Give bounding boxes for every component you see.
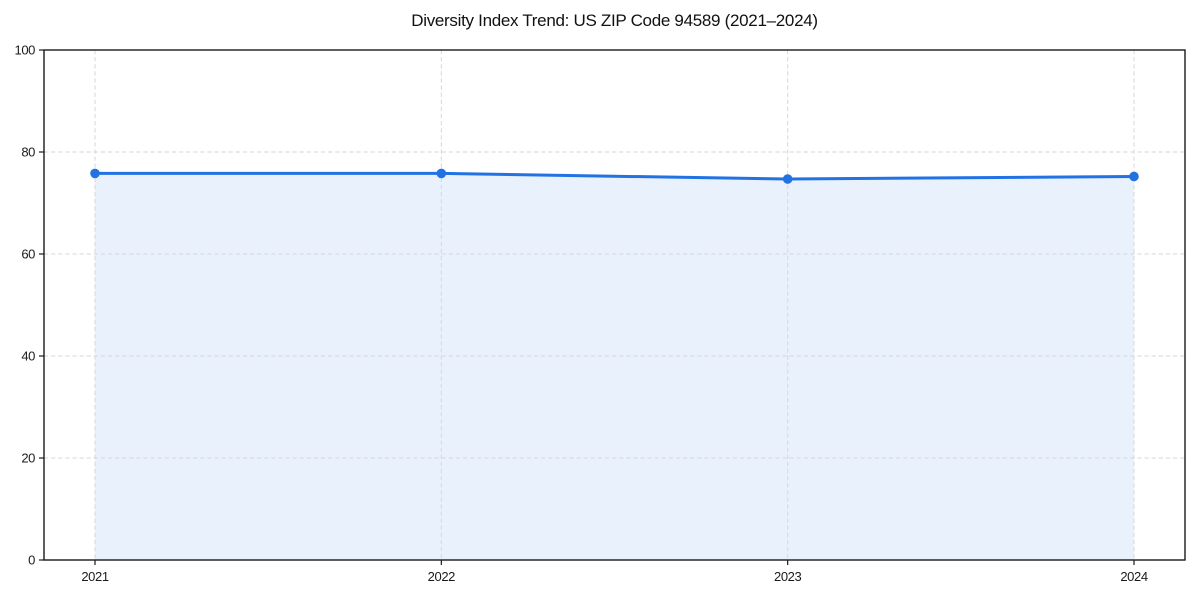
x-tick-label: 2024 — [1120, 569, 1147, 584]
trend-line — [93, 171, 1136, 181]
x-tick-label: 2022 — [428, 569, 455, 584]
plot-border — [43, 49, 1186, 561]
x-tick-label: 2021 — [81, 569, 108, 584]
data-point-2021 — [90, 168, 100, 179]
chart-title: Diversity Index Trend: US ZIP Code 94589… — [411, 11, 818, 30]
y-tick-label: 0 — [28, 553, 35, 568]
data-point-2024 — [1129, 171, 1139, 182]
y-tick-label: 20 — [21, 451, 35, 466]
y-tick-label: 40 — [21, 349, 35, 364]
y-tick-label: 100 — [15, 43, 36, 58]
x-tick-label: 2023 — [774, 569, 801, 584]
y-tick-label: 60 — [21, 247, 35, 262]
area-fill — [95, 173, 1134, 561]
y-tick-label: 80 — [21, 145, 35, 160]
data-point-2023 — [782, 174, 793, 184]
data-point-2022 — [436, 168, 447, 179]
